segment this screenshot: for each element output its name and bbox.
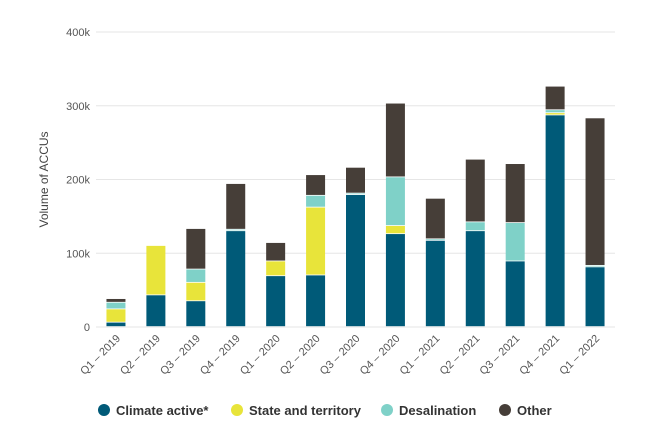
legend-item[interactable]: Desalination [381, 403, 476, 418]
bar-segment-3[interactable] [385, 177, 405, 226]
bar-segment-2[interactable] [106, 309, 126, 322]
x-tick-label: Q1 – 2022 [557, 333, 602, 378]
legend-marker [499, 404, 511, 416]
bar-segment-4[interactable] [585, 118, 605, 265]
legend: Climate active* State and territory Desali… [98, 403, 552, 418]
y-axis-title: Volume of ACCUs [37, 131, 51, 227]
legend-label: Desalination [399, 403, 476, 418]
bar-segment-3[interactable] [505, 223, 525, 261]
y-tick-label: 100k [66, 248, 90, 260]
bar-segment-3[interactable] [106, 302, 126, 309]
y-tick-label: 300k [66, 101, 90, 113]
bar-segment-2[interactable] [385, 225, 405, 234]
x-tick-label: Q2 – 2020 [278, 333, 323, 378]
x-tick-label: Q4 – 2020 [358, 333, 403, 378]
bar-segment-3[interactable] [545, 110, 565, 113]
bar-segment-4[interactable] [505, 164, 525, 223]
bar-segment-1[interactable] [146, 295, 166, 327]
legend-marker [98, 404, 110, 416]
bar-segment-2[interactable] [306, 207, 326, 275]
bar-segment-1[interactable] [306, 275, 326, 327]
x-tick-label: Q1 – 2019 [78, 333, 123, 378]
x-tick-label: Q2 – 2021 [438, 333, 483, 378]
x-tick-label: Q4 – 2021 [517, 333, 562, 378]
bar-segment-4[interactable] [425, 198, 445, 239]
legend-label: Other [517, 403, 552, 418]
legend-marker [231, 404, 243, 416]
bar-segment-4[interactable] [346, 167, 365, 193]
bar-segment-2[interactable] [545, 113, 565, 115]
bar-segment-4[interactable] [266, 242, 286, 261]
bar-segment-4[interactable] [385, 103, 405, 177]
y-tick-label: 400k [66, 27, 90, 39]
bar-segment-3[interactable] [306, 195, 326, 207]
x-tick-label: Q1 – 2020 [238, 333, 283, 378]
bar-segment-4[interactable] [306, 175, 326, 195]
x-tick-label: Q2 – 2019 [118, 333, 163, 378]
bar-segment-4[interactable] [226, 183, 246, 229]
bar-segment-1[interactable] [585, 267, 605, 327]
y-tick-label: 200k [66, 175, 90, 187]
bar-segment-1[interactable] [226, 231, 246, 327]
y-tick-label: 0 [84, 322, 90, 334]
legend-label: State and territory [249, 403, 362, 418]
bar-segment-3[interactable] [585, 265, 605, 267]
bar-segment-1[interactable] [186, 301, 206, 327]
bar-segment-3[interactable] [425, 239, 445, 240]
x-tick-label: Q4 – 2019 [198, 333, 243, 378]
bars [106, 86, 605, 327]
bar-segment-4[interactable] [465, 159, 485, 222]
bar-segment-3[interactable] [346, 193, 365, 195]
x-tick-label: Q3 – 2021 [478, 333, 523, 378]
bar-segment-2[interactable] [146, 245, 166, 295]
x-tick-label: Q1 – 2021 [398, 333, 443, 378]
bar-segment-2[interactable] [186, 282, 206, 301]
x-tick-label: Q3 – 2020 [318, 333, 363, 378]
bar-segment-1[interactable] [266, 276, 286, 327]
legend-item[interactable]: Climate active* [98, 403, 209, 418]
x-tick-label: Q3 – 2019 [158, 333, 203, 378]
y-axis-ticks: 0 100k 200k 300k 400k [66, 27, 90, 334]
bar-segment-2[interactable] [266, 261, 286, 276]
legend-label: Climate active* [116, 403, 209, 418]
legend-marker [381, 404, 393, 416]
bar-segment-4[interactable] [106, 298, 126, 302]
bar-segment-3[interactable] [226, 229, 246, 231]
bar-segment-1[interactable] [465, 231, 485, 327]
bar-segment-1[interactable] [505, 261, 525, 327]
bar-segment-3[interactable] [186, 269, 206, 282]
legend-item[interactable]: Other [499, 403, 552, 418]
bar-segment-3[interactable] [465, 222, 485, 231]
bar-segment-1[interactable] [106, 322, 126, 327]
bar-segment-4[interactable] [186, 228, 206, 269]
bar-segment-1[interactable] [385, 234, 405, 327]
legend-item[interactable]: State and territory [231, 403, 362, 418]
bar-segment-1[interactable] [545, 115, 565, 327]
bar-segment-1[interactable] [425, 240, 445, 327]
bar-segment-1[interactable] [346, 194, 365, 327]
bar-segment-4[interactable] [545, 86, 565, 110]
